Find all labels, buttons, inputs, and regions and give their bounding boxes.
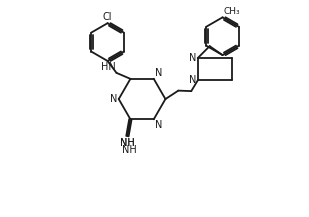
Text: CH₃: CH₃ [223, 7, 240, 16]
Text: N: N [110, 94, 117, 104]
Text: NH: NH [120, 138, 135, 148]
Text: NH: NH [120, 138, 135, 148]
Text: HN: HN [101, 62, 116, 72]
Text: N: N [188, 76, 196, 85]
Text: NH: NH [122, 145, 137, 155]
Text: N: N [155, 68, 163, 78]
Text: N: N [155, 120, 163, 130]
Text: Cl: Cl [103, 12, 112, 22]
Text: N: N [188, 53, 196, 63]
